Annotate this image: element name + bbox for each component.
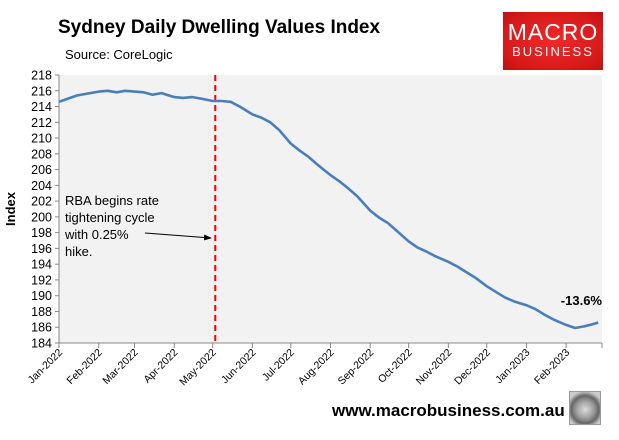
x-tick-label: May-2022 xyxy=(177,347,219,389)
y-tick-label: 186 xyxy=(31,321,52,335)
x-tick-label: Jun-2022 xyxy=(219,347,259,387)
y-tick-label: 188 xyxy=(31,305,52,319)
rba-annotation: RBA begins rate tightening cycle with 0.… xyxy=(64,193,159,259)
x-tick-label: Dec-2022 xyxy=(452,347,493,388)
y-tick-label: 184 xyxy=(31,337,52,351)
wolf-icon xyxy=(569,391,601,425)
annotation-line: with 0.25% xyxy=(64,227,129,242)
chart-title: Sydney Daily Dwelling Values Index xyxy=(58,17,381,38)
annotation-line: tightening cycle xyxy=(65,210,155,225)
annotation-arrow xyxy=(144,232,212,241)
y-tick-label: 214 xyxy=(31,100,52,114)
x-tick-label: Feb-2022 xyxy=(65,347,105,387)
y-tick-label: 216 xyxy=(31,84,52,98)
y-axis-label: Index xyxy=(3,191,18,226)
logo-line2: BUSINESS xyxy=(512,44,594,59)
website-url: www.macrobusiness.com.au xyxy=(332,401,565,420)
y-tick-label: 202 xyxy=(31,195,52,209)
y-tick-label: 206 xyxy=(31,163,52,177)
y-tick-label: 200 xyxy=(31,210,52,224)
y-tick-label: 192 xyxy=(31,273,52,287)
y-tick-label: 190 xyxy=(31,289,52,303)
x-tick-label: Aug-2022 xyxy=(296,347,337,388)
x-tick-label: Feb-2023 xyxy=(532,347,572,387)
y-tick-label: 194 xyxy=(31,258,52,272)
y-tick-label: 218 xyxy=(31,69,52,83)
chart-subtitle: Source: CoreLogic xyxy=(65,47,173,62)
y-tick-label: 196 xyxy=(31,242,52,256)
macrobusiness-logo: MACRO BUSINESS xyxy=(503,12,603,70)
change-label: -13.6% xyxy=(561,293,603,308)
series-line xyxy=(58,89,599,330)
annotation-line: hike. xyxy=(65,244,92,259)
x-tick-label: Jan-2023 xyxy=(493,347,533,387)
annotation-line: RBA begins rate xyxy=(65,193,159,208)
y-tick-label: 204 xyxy=(31,179,52,193)
y-tick-label: 198 xyxy=(31,226,52,240)
y-axis: 1841861881901921941961982002022042062082… xyxy=(31,69,60,351)
y-tick-label: 210 xyxy=(31,132,52,146)
x-tick-label: Apr-2022 xyxy=(141,347,180,386)
x-tick-label: Mar-2022 xyxy=(100,347,140,387)
y-tick-label: 208 xyxy=(31,147,52,161)
y-tick-label: 212 xyxy=(31,116,52,130)
x-tick-label: Jan-2022 xyxy=(26,347,66,387)
x-tick-label: Nov-2022 xyxy=(414,347,455,388)
x-tick-label: Jul-2022 xyxy=(260,347,297,384)
x-tick-label: Oct-2022 xyxy=(376,347,415,386)
logo-line1: MACRO xyxy=(507,19,599,45)
plot-area xyxy=(59,75,602,343)
x-tick-label: Sep-2022 xyxy=(336,347,377,388)
